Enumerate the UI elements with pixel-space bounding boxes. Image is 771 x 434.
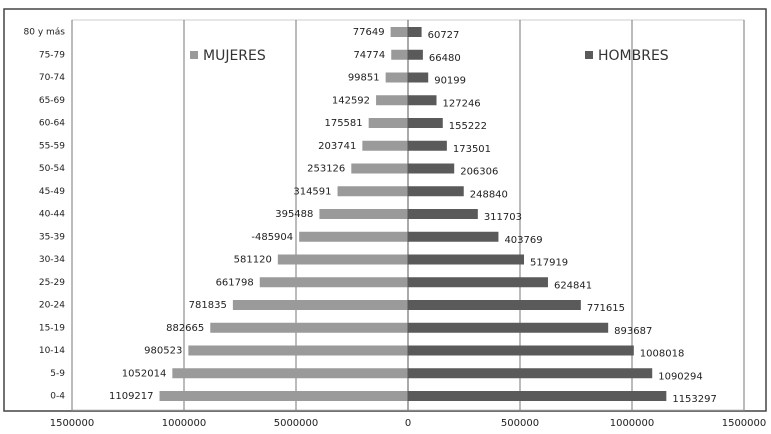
bar	[408, 140, 447, 151]
bar	[408, 49, 423, 60]
data-label: 1008018	[640, 349, 685, 360]
data-label: 99851	[348, 73, 380, 84]
y-tick-label: 5-9	[50, 369, 65, 379]
data-label: 314591	[293, 186, 331, 197]
bar	[385, 72, 408, 83]
x-tick-label: 500000	[501, 418, 539, 429]
bar	[362, 140, 408, 151]
bar	[408, 254, 525, 265]
x-tick-label: 5000000	[274, 418, 319, 429]
data-label: 581120	[234, 255, 272, 266]
y-tick-label: 70-74	[39, 73, 65, 83]
bar	[408, 163, 455, 174]
bar	[210, 322, 408, 333]
bar	[408, 118, 443, 128]
bar	[408, 391, 667, 401]
bar	[391, 49, 408, 60]
bar	[390, 27, 408, 37]
data-label: 142592	[332, 95, 370, 106]
y-tick-label: 20-24	[39, 301, 65, 311]
x-tick-label: 1500000	[50, 418, 95, 429]
bar	[408, 345, 634, 356]
bar	[408, 72, 429, 83]
data-label: 74774	[353, 50, 385, 61]
data-label: 882665	[166, 323, 204, 334]
bar	[408, 27, 422, 37]
y-tick-label: 10-14	[39, 346, 65, 356]
data-label: 1153297	[672, 394, 717, 405]
data-label: 248840	[470, 189, 508, 200]
y-tick-label: 30-34	[39, 255, 65, 265]
data-label: 311703	[484, 212, 522, 223]
x-tick-label: 1000000	[162, 418, 207, 429]
bar	[351, 163, 408, 174]
bar	[159, 391, 408, 401]
data-label: 155222	[449, 121, 487, 132]
x-tick-label: 0	[405, 418, 411, 429]
bar	[299, 231, 408, 242]
data-label: 173501	[453, 144, 491, 155]
bar	[277, 254, 408, 265]
data-label: 1090294	[658, 371, 703, 382]
bar	[408, 300, 581, 310]
data-label: 1109217	[109, 391, 154, 402]
data-label: 395488	[275, 209, 313, 220]
bar	[408, 231, 499, 242]
legend-label: HOMBRES	[598, 48, 669, 64]
data-label: 403769	[504, 235, 542, 246]
data-label: 127246	[443, 98, 481, 109]
bar	[188, 345, 408, 356]
x-tick-label: 1500000	[722, 418, 767, 429]
data-label: 980523	[144, 346, 182, 357]
y-tick-label: 55-59	[39, 141, 65, 151]
data-label: 624841	[554, 280, 592, 291]
bar	[408, 368, 653, 379]
y-tick-label: 0-4	[50, 392, 65, 402]
data-label: 77649	[353, 27, 385, 38]
data-label: 66480	[429, 53, 461, 64]
y-tick-label: 65-69	[39, 96, 65, 106]
y-tick-label: 75-79	[39, 50, 65, 60]
x-tick-label: 1000000	[610, 418, 655, 429]
legend-swatch	[585, 51, 593, 59]
bar	[319, 209, 408, 219]
bar	[408, 95, 437, 106]
data-label: 206306	[460, 167, 498, 178]
data-label: 90199	[434, 76, 466, 87]
data-label: 175581	[324, 118, 362, 129]
y-tick-label: 40-44	[39, 210, 65, 220]
legend-label: MUJERES	[203, 48, 266, 64]
y-tick-label: 25-29	[39, 278, 65, 288]
data-label: 661798	[216, 277, 254, 288]
data-label: 771615	[587, 303, 625, 314]
frame	[3, 8, 767, 412]
y-tick-label: 45-49	[39, 187, 65, 197]
y-tick-label: 50-54	[39, 164, 65, 174]
bar	[259, 277, 408, 288]
y-tick-label: 35-39	[39, 232, 65, 242]
bar	[337, 186, 408, 197]
data-label: 203741	[318, 141, 356, 152]
bar	[408, 186, 464, 197]
bar	[408, 277, 548, 288]
bar	[408, 322, 609, 333]
legend-swatch	[190, 51, 198, 59]
data-label: 893687	[614, 326, 652, 337]
bar	[376, 95, 408, 106]
data-label: 517919	[530, 258, 568, 269]
bar	[408, 209, 478, 219]
bar	[368, 118, 408, 128]
data-label: 253126	[307, 164, 345, 175]
y-tick-label: 15-19	[39, 323, 65, 333]
data-label: 781835	[189, 300, 227, 311]
data-label: -485904	[251, 232, 293, 243]
y-tick-label: 80 y más	[24, 28, 66, 38]
bar	[232, 300, 408, 310]
data-label: 1052014	[122, 368, 167, 379]
y-tick-label: 60-64	[39, 119, 65, 129]
bar	[172, 368, 408, 379]
data-label: 60727	[428, 30, 460, 41]
